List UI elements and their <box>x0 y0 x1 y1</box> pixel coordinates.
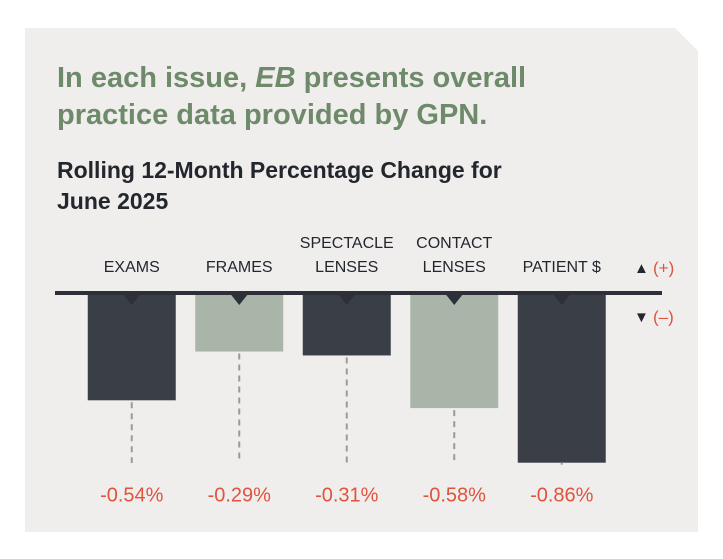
category-label: CONTACT <box>416 235 492 252</box>
legend-label: (+) <box>653 258 674 277</box>
notch <box>446 295 463 305</box>
intro-text: In each issue, <box>57 62 256 94</box>
legend-label: (–) <box>653 307 674 326</box>
intro-text: presents overall practice data provided … <box>57 62 527 131</box>
intro: In each issue, EB presents overall pract… <box>57 60 577 134</box>
bar <box>302 295 391 356</box>
value-label: -0.86% <box>530 484 594 506</box>
category-label: FRAMES <box>206 259 273 276</box>
intro-em: EB <box>255 62 296 94</box>
value-label: -0.31% <box>315 484 379 506</box>
category-label: LENSES <box>315 259 378 276</box>
notch <box>123 295 140 305</box>
category-label: SPECTACLE <box>300 235 394 252</box>
notch <box>231 295 248 305</box>
bar <box>87 295 176 401</box>
value-label: -0.58% <box>423 484 487 506</box>
notch <box>553 295 570 305</box>
value-label: -0.54% <box>100 484 164 506</box>
category-label: LENSES <box>423 259 486 276</box>
bar <box>517 295 606 463</box>
notch <box>338 295 355 305</box>
bar <box>410 295 499 409</box>
category-label: EXAMS <box>104 259 160 276</box>
legend-symbol: ▲ <box>634 260 649 277</box>
chart-title: Rolling 12-Month Percentage Change for J… <box>57 157 502 214</box>
category-label: PATIENT $ <box>523 259 601 276</box>
legend-symbol: ▼ <box>634 309 649 326</box>
value-label: -0.29% <box>208 484 272 506</box>
